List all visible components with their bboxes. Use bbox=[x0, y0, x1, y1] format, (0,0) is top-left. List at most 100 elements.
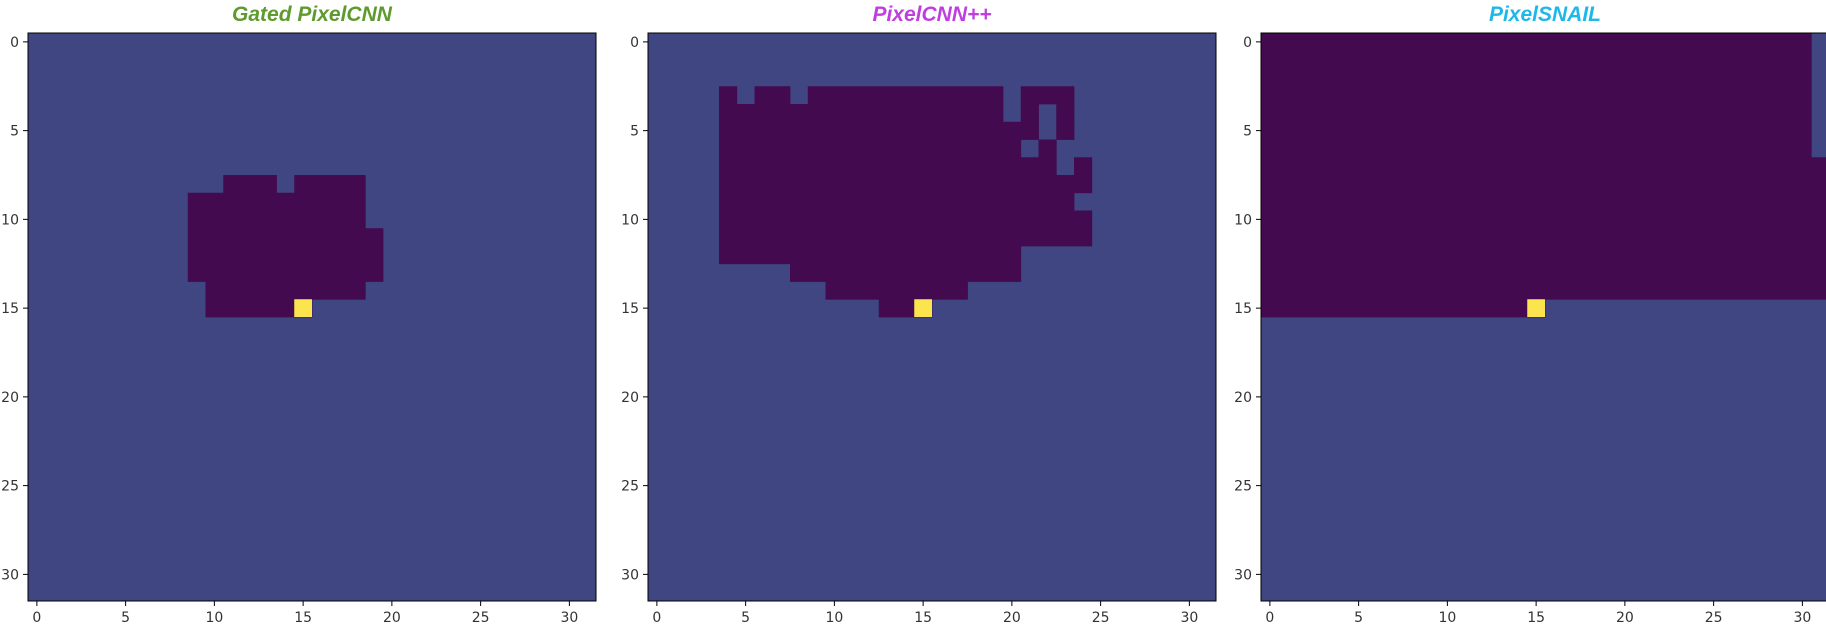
receptive-field-cell bbox=[205, 281, 366, 300]
panel-title: PixelCNN++ bbox=[872, 3, 991, 26]
receptive-field-cell bbox=[294, 175, 366, 194]
receptive-field-cell bbox=[223, 175, 277, 194]
receptive-field-cell bbox=[719, 104, 1004, 123]
y-tick-label: 15 bbox=[621, 301, 639, 317]
receptive-field-cell bbox=[1261, 157, 1826, 176]
x-tick-label: 10 bbox=[205, 610, 223, 626]
x-tick-label: 15 bbox=[1527, 610, 1545, 626]
panel-gated-pixelcnn: Gated PixelCNN 0 5 10 15 20 25 30 0 5 10 15 20 25 30 bbox=[1, 3, 597, 626]
receptive-field-cell bbox=[1261, 68, 1812, 87]
y-tick-label: 20 bbox=[621, 390, 639, 406]
x-tick-label: 30 bbox=[1180, 610, 1198, 626]
receptive-field-cell bbox=[1020, 86, 1075, 105]
x-tick-label: 5 bbox=[121, 610, 130, 626]
receptive-field-cell bbox=[719, 192, 1075, 211]
x-tick-label: 0 bbox=[32, 610, 41, 626]
receptive-field-cell bbox=[187, 263, 384, 282]
panel-title: PixelSNAIL bbox=[1489, 3, 1601, 26]
receptive-field-cell bbox=[807, 86, 1004, 105]
y-tick-label: 5 bbox=[10, 124, 19, 140]
y-tick-label: 15 bbox=[1234, 301, 1252, 317]
receptive-field-cell bbox=[1261, 104, 1812, 123]
receptive-field-cell bbox=[1020, 104, 1039, 123]
receptive-field-cell bbox=[719, 121, 1039, 140]
y-tick-label: 25 bbox=[1234, 479, 1252, 495]
y-tick-label: 30 bbox=[621, 567, 639, 583]
x-tick-label: 0 bbox=[1265, 610, 1274, 626]
receptive-field-cell bbox=[187, 192, 366, 211]
receptive-field-cell bbox=[205, 299, 313, 318]
y-tick-label: 5 bbox=[630, 124, 639, 140]
y-tick-label: 30 bbox=[1, 567, 19, 583]
receptive-field-cell bbox=[790, 263, 1022, 282]
y-tick-label: 0 bbox=[630, 35, 639, 51]
receptive-field-cell bbox=[754, 86, 791, 105]
plot-frame bbox=[1260, 32, 1826, 602]
receptive-field-cell bbox=[1261, 192, 1826, 211]
panel-pixelcnn-plus-plus: PixelCNN++ 0 5 10 15 20 25 30 0 5 10 15 20 25 30 bbox=[621, 3, 1217, 626]
receptive-field-cell bbox=[719, 86, 738, 105]
receptive-field-cell bbox=[719, 228, 1093, 247]
x-tick-label: 5 bbox=[1354, 610, 1363, 626]
receptive-field-cell bbox=[1261, 210, 1826, 229]
target-pixel bbox=[1527, 299, 1545, 317]
y-tick-label: 10 bbox=[621, 212, 639, 228]
receptive-field-cell bbox=[1074, 157, 1093, 176]
y-tick-label: 5 bbox=[1243, 124, 1252, 140]
receptive-field-cell bbox=[187, 228, 384, 247]
x-tick-label: 0 bbox=[652, 610, 661, 626]
x-tick-label: 20 bbox=[383, 610, 401, 626]
x-tick-label: 20 bbox=[1616, 610, 1634, 626]
receptive-field-cell bbox=[1261, 299, 1546, 318]
y-tick-label: 0 bbox=[1243, 35, 1252, 51]
receptive-field-cell bbox=[719, 246, 1022, 265]
y-tick-label: 15 bbox=[1, 301, 19, 317]
x-tick-label: 25 bbox=[472, 610, 490, 626]
y-tick-label: 25 bbox=[621, 479, 639, 495]
receptive-field-cell bbox=[1261, 86, 1812, 105]
receptive-field-cell bbox=[1261, 228, 1826, 247]
receptive-field-cell bbox=[1261, 139, 1812, 158]
x-tick-label: 30 bbox=[1793, 610, 1811, 626]
x-tick-label: 20 bbox=[1003, 610, 1021, 626]
plot-frame bbox=[647, 32, 1217, 602]
receptive-field-cell bbox=[1056, 121, 1075, 140]
receptive-field-cell bbox=[719, 210, 1093, 229]
receptive-field-cell bbox=[1261, 50, 1812, 69]
panel-title: Gated PixelCNN bbox=[232, 3, 393, 26]
x-tick-label: 15 bbox=[294, 610, 312, 626]
receptive-field-cell bbox=[1261, 246, 1826, 265]
x-tick-label: 25 bbox=[1092, 610, 1110, 626]
receptive-field-cell bbox=[1261, 263, 1826, 282]
receptive-field-cell bbox=[1261, 33, 1812, 52]
receptive-field-cell bbox=[719, 157, 1057, 176]
receptive-field-cell bbox=[825, 281, 968, 300]
x-tick-label: 10 bbox=[825, 610, 843, 626]
y-tick-label: 0 bbox=[10, 35, 19, 51]
plot-frame bbox=[27, 32, 597, 602]
y-tick-label: 25 bbox=[1, 479, 19, 495]
x-tick-label: 15 bbox=[914, 610, 932, 626]
receptive-field-cell bbox=[1261, 121, 1812, 140]
receptive-field-cell bbox=[1038, 139, 1057, 158]
x-tick-label: 5 bbox=[741, 610, 750, 626]
receptive-field-cell bbox=[187, 246, 384, 265]
y-tick-label: 30 bbox=[1234, 567, 1252, 583]
x-tick-label: 25 bbox=[1705, 610, 1723, 626]
receptive-field-cell bbox=[187, 210, 366, 229]
panel-pixelsnail: PixelSNAIL 0 5 10 15 20 25 30 0 5 10 15 20 25 30 bbox=[1234, 3, 1826, 626]
target-pixel bbox=[914, 299, 932, 317]
target-pixel bbox=[294, 299, 312, 317]
y-tick-label: 10 bbox=[1, 212, 19, 228]
receptive-field-cell bbox=[1261, 175, 1826, 194]
x-tick-label: 10 bbox=[1438, 610, 1456, 626]
receptive-field-cell bbox=[1261, 281, 1826, 300]
y-tick-label: 20 bbox=[1234, 390, 1252, 406]
receptive-field-cell bbox=[719, 139, 1022, 158]
receptive-field-cell bbox=[1056, 104, 1075, 123]
y-tick-label: 10 bbox=[1234, 212, 1252, 228]
x-tick-label: 30 bbox=[560, 610, 578, 626]
y-tick-label: 20 bbox=[1, 390, 19, 406]
receptive-field-cell bbox=[719, 175, 1093, 194]
